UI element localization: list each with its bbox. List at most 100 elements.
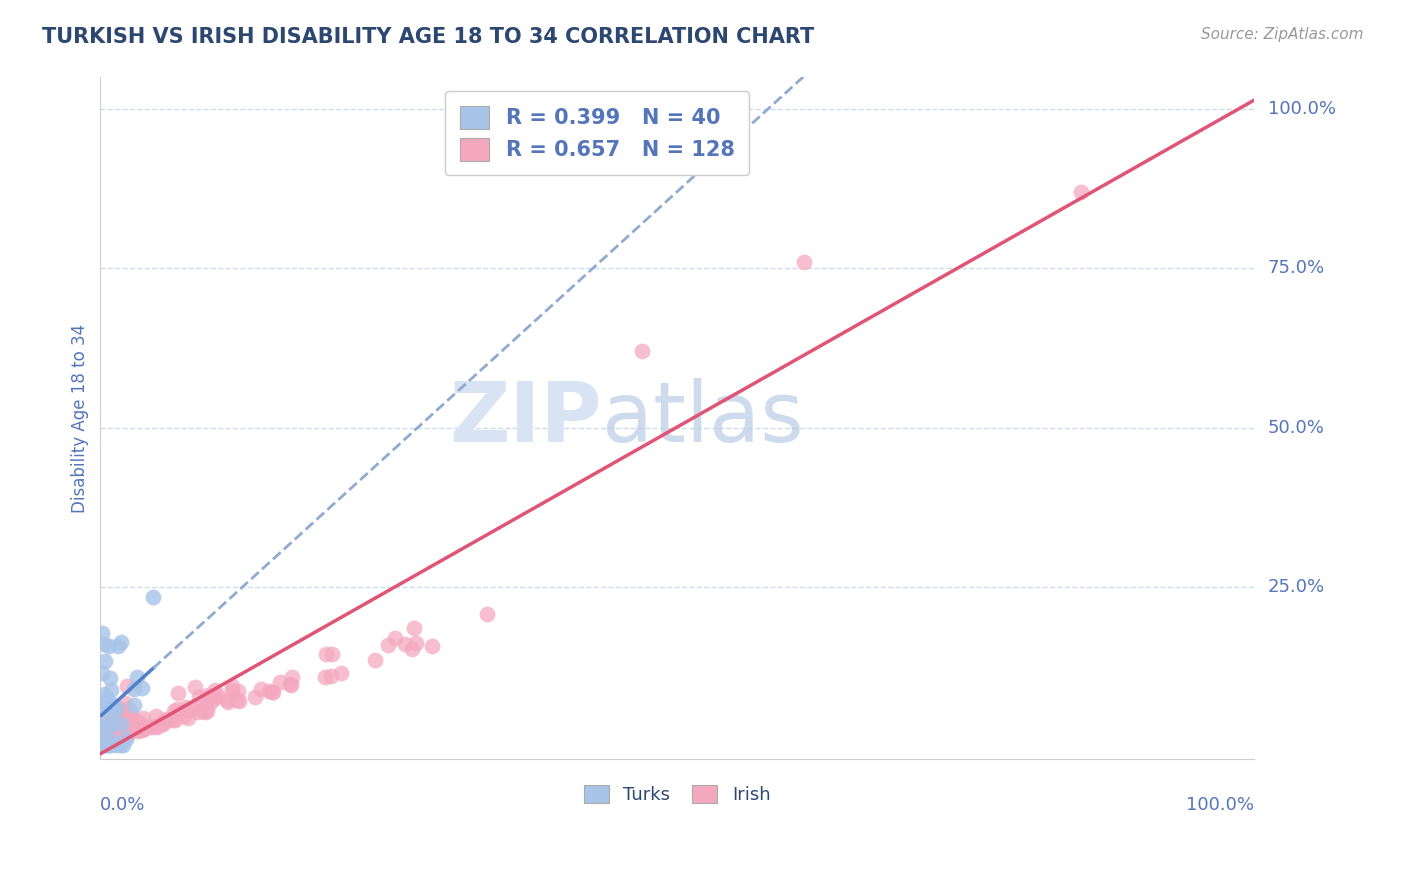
Point <box>114 727 136 741</box>
Point <box>97 703 120 717</box>
Point <box>319 669 342 683</box>
Point <box>103 731 125 745</box>
Point <box>194 705 217 719</box>
Point <box>153 714 176 728</box>
Point <box>96 732 118 747</box>
Point <box>98 738 121 752</box>
Point <box>228 694 250 708</box>
Point <box>112 728 135 742</box>
Point <box>91 665 114 680</box>
Text: TURKISH VS IRISH DISABILITY AGE 18 TO 34 CORRELATION CHART: TURKISH VS IRISH DISABILITY AGE 18 TO 34… <box>42 27 814 46</box>
Point <box>131 681 153 696</box>
Point <box>104 729 127 743</box>
Point <box>107 639 129 653</box>
Point <box>217 695 239 709</box>
Point <box>90 739 112 753</box>
Point <box>405 636 427 650</box>
Point <box>793 255 815 269</box>
Point <box>329 665 352 680</box>
Point <box>262 685 284 699</box>
Point <box>96 732 118 747</box>
Point <box>163 704 186 718</box>
Point <box>98 671 121 685</box>
Point <box>186 705 208 719</box>
Point <box>377 638 399 652</box>
Point <box>110 635 132 649</box>
Point <box>128 723 150 737</box>
Point <box>112 709 135 723</box>
Point <box>115 702 138 716</box>
Point <box>93 731 115 746</box>
Point <box>94 719 117 733</box>
Point <box>314 670 336 684</box>
Point <box>174 700 197 714</box>
Point <box>97 732 120 747</box>
Point <box>90 703 112 717</box>
Point <box>117 723 139 738</box>
Point <box>162 712 184 726</box>
Point <box>100 716 122 731</box>
Point <box>384 631 406 645</box>
Point <box>134 722 156 736</box>
Point <box>128 714 150 729</box>
Point <box>110 716 132 731</box>
Point <box>145 709 167 723</box>
Point <box>115 721 138 735</box>
Point <box>112 723 135 737</box>
Point <box>97 696 120 710</box>
Point <box>107 701 129 715</box>
Point <box>132 711 155 725</box>
Point <box>111 739 134 753</box>
Point <box>112 723 135 737</box>
Point <box>215 692 238 706</box>
Point <box>104 701 127 715</box>
Point <box>477 607 499 622</box>
Point <box>129 722 152 736</box>
Point <box>96 739 118 753</box>
Point <box>96 732 118 747</box>
Point <box>281 670 304 684</box>
Point <box>93 687 115 701</box>
Point <box>136 720 159 734</box>
Point <box>101 731 124 745</box>
Point <box>204 690 226 705</box>
Point <box>110 717 132 731</box>
Point <box>90 732 112 747</box>
Point <box>98 739 121 753</box>
Point <box>198 696 221 710</box>
Point <box>122 681 145 696</box>
Point <box>90 626 112 640</box>
Point <box>105 739 128 753</box>
Point <box>165 713 187 727</box>
Point <box>94 654 117 668</box>
Point <box>262 684 284 698</box>
Point <box>114 696 136 710</box>
Point <box>100 714 122 729</box>
Point <box>104 728 127 742</box>
Point <box>110 721 132 735</box>
Point <box>259 684 281 698</box>
Point <box>122 713 145 727</box>
Point <box>101 725 124 739</box>
Point <box>93 637 115 651</box>
Point <box>162 713 184 727</box>
Point <box>120 724 142 739</box>
Point <box>278 677 301 691</box>
Point <box>149 716 172 731</box>
Text: 50.0%: 50.0% <box>1268 418 1324 437</box>
Point <box>321 647 343 661</box>
Point <box>249 681 271 696</box>
Point <box>187 690 209 704</box>
Point <box>181 703 204 717</box>
Point <box>97 731 120 745</box>
Point <box>146 719 169 733</box>
Point <box>125 724 148 739</box>
Point <box>93 727 115 741</box>
Point <box>194 701 217 715</box>
Point <box>221 682 243 697</box>
Point <box>104 728 127 742</box>
Text: 100.0%: 100.0% <box>1185 797 1254 814</box>
Point <box>117 679 139 693</box>
Point <box>94 733 117 747</box>
Point <box>132 720 155 734</box>
